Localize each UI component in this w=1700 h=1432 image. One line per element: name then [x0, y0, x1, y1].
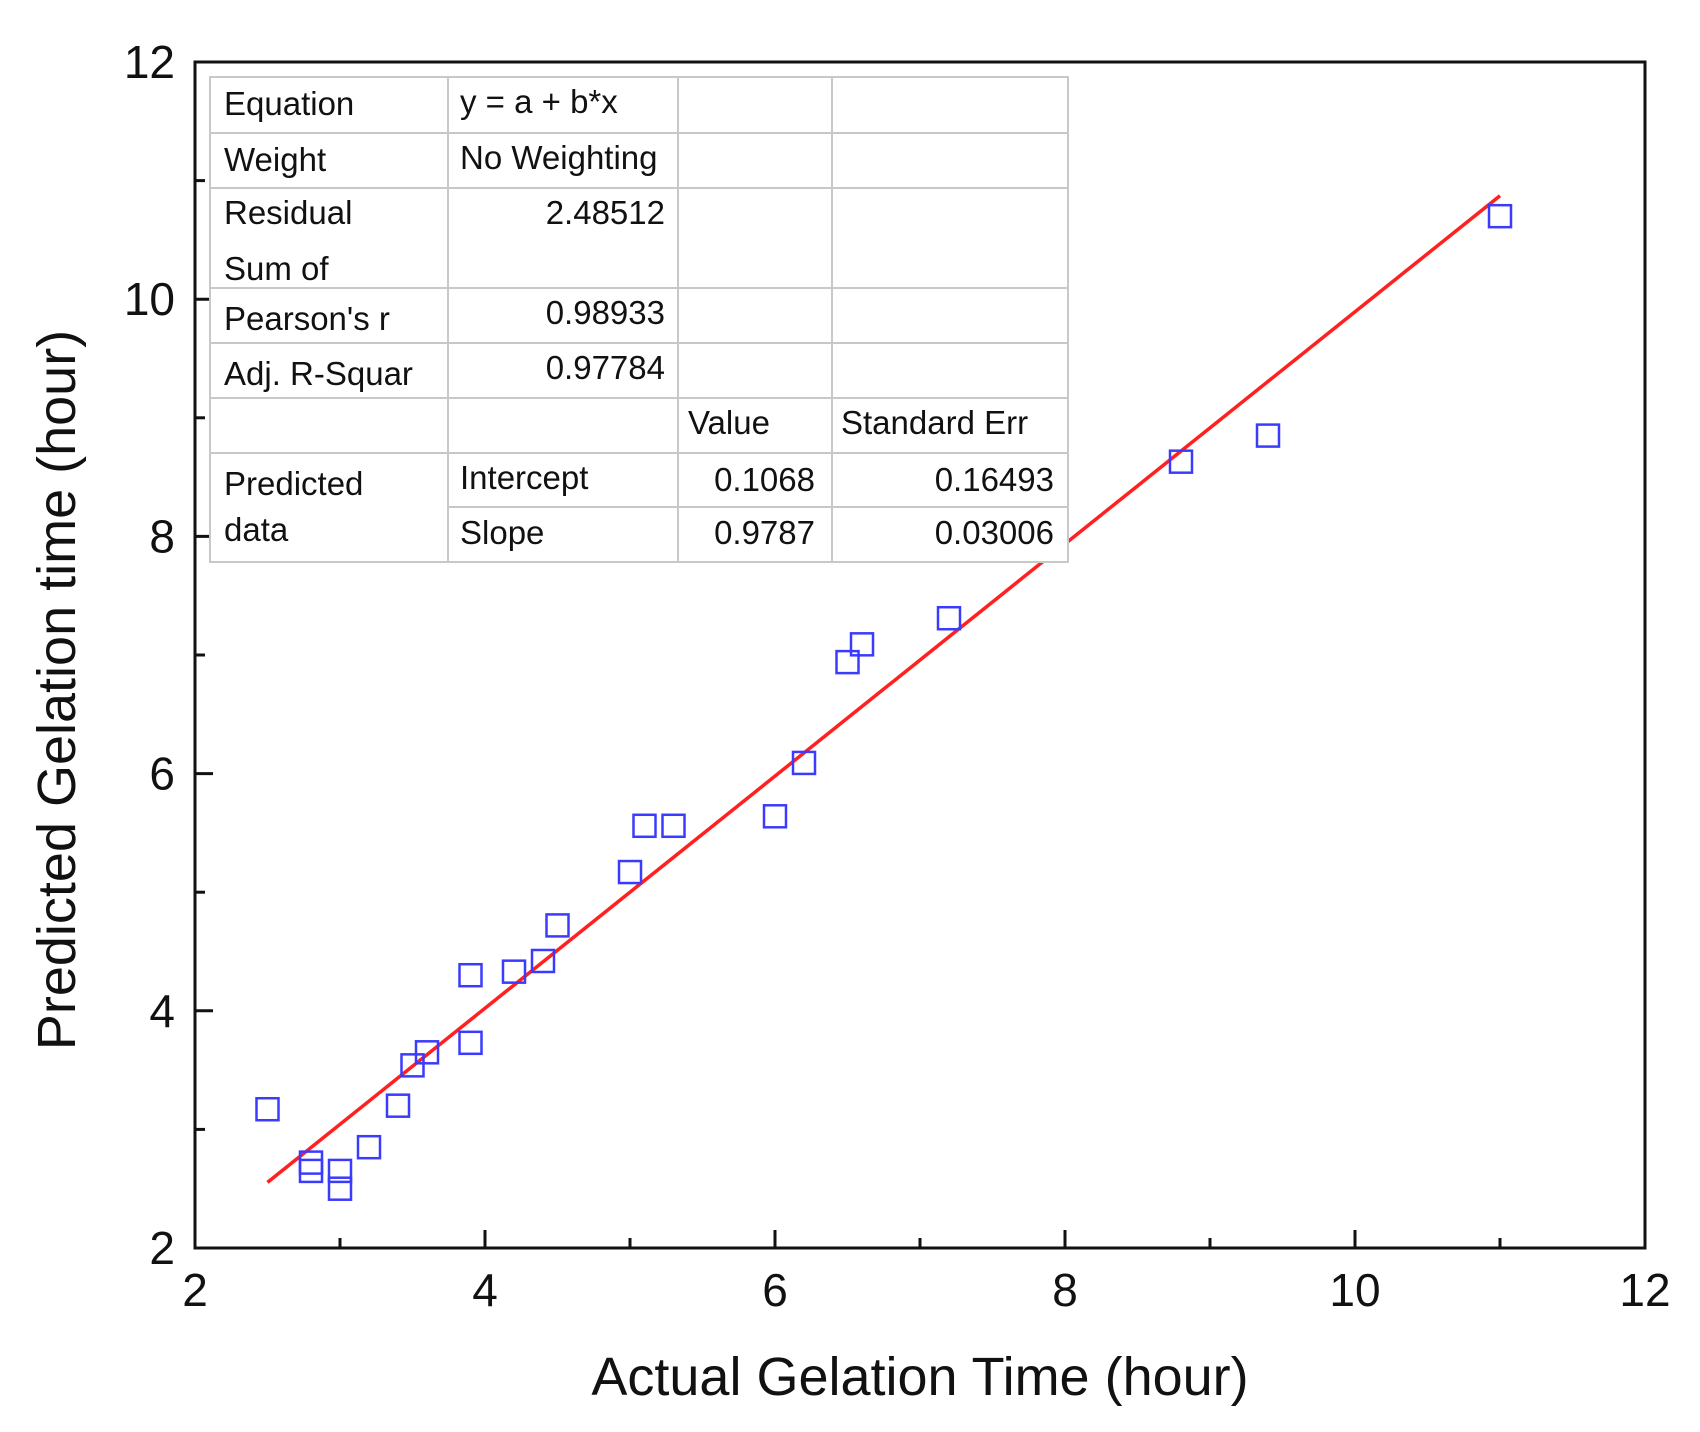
- x-tick-label: 6: [762, 1264, 788, 1316]
- data-point: [661, 813, 686, 839]
- table-cell-text: Predicted: [224, 465, 363, 502]
- table-cell-text: Intercept: [460, 459, 588, 496]
- data-point: [255, 1096, 280, 1122]
- table-background: [209, 76, 1069, 563]
- table-cell-text: 0.03006: [935, 514, 1054, 551]
- data-points: [255, 203, 1513, 1201]
- data-point: [327, 1176, 353, 1201]
- x-tick-label: 4: [472, 1264, 498, 1316]
- data-point: [298, 1158, 324, 1184]
- table-cell-text: 0.1068: [714, 461, 815, 498]
- table-cell-text: Adj. R-Squar: [224, 355, 413, 392]
- data-point: [458, 1030, 483, 1056]
- table-cell-text: 0.9787: [714, 514, 815, 551]
- table-cell-text: y = a + b*x: [460, 83, 618, 120]
- data-point: [835, 649, 860, 675]
- y-tick-label: 12: [124, 36, 175, 88]
- table-cell-text: Value: [688, 404, 770, 441]
- x-tick-label: 12: [1619, 1264, 1670, 1316]
- y-tick-label: 8: [149, 510, 175, 562]
- x-tick-label: 2: [182, 1264, 208, 1316]
- fit-stats-table: Equation y = a + b*x Weight No Weighting Res…: [209, 76, 1069, 563]
- data-point: [327, 1158, 353, 1184]
- axis-ticks: [193, 60, 1647, 1250]
- data-point: [545, 913, 570, 938]
- y-tick-label: 2: [149, 1222, 175, 1274]
- data-point: [632, 813, 657, 839]
- table-cell-text: Pearson's r: [224, 300, 390, 337]
- x-axis-title: Actual Gelation Time (hour): [591, 1347, 1248, 1407]
- table-cell-text: Slope: [460, 514, 544, 551]
- table-cell-text: 2.48512: [546, 194, 665, 231]
- data-point: [762, 804, 788, 829]
- data-point: [617, 859, 643, 885]
- data-point: [356, 1134, 382, 1160]
- data-point: [849, 632, 875, 657]
- data-point: [458, 962, 483, 988]
- data-point: [1255, 423, 1281, 448]
- x-tick-label: 10: [1329, 1264, 1380, 1316]
- fit-line-group: [266, 194, 1502, 1184]
- table-cell-text: data: [224, 511, 289, 548]
- y-tick-label: 10: [124, 273, 175, 325]
- x-tick-label: 8: [1052, 1264, 1078, 1316]
- table-cell-text: Sum of: [224, 250, 329, 287]
- data-point: [1487, 203, 1513, 229]
- table-cell-text: Standard Err: [841, 404, 1028, 441]
- table-cell-text: 0.97784: [546, 349, 665, 386]
- data-point: [400, 1053, 425, 1078]
- axis-tick-labels: 2 4 6 8 10 12 2 4 6 8 10 12: [124, 36, 1671, 1316]
- table-cell-text: 0.16493: [935, 461, 1054, 498]
- table-cell-text: Residual: [224, 194, 352, 231]
- y-tick-label: 4: [149, 985, 175, 1037]
- table-cell-text: No Weighting: [460, 139, 658, 176]
- data-point: [530, 948, 556, 974]
- data-point: [501, 959, 527, 984]
- data-point: [936, 605, 962, 631]
- y-axis-title: Predicted Gelation time (hour): [27, 330, 87, 1050]
- table-cell-text: Weight: [224, 141, 326, 178]
- data-point: [791, 750, 817, 776]
- data-point: [1168, 449, 1194, 474]
- table-cell-text: 0.98933: [546, 294, 665, 331]
- table-cell-text: Equation: [224, 85, 354, 122]
- data-point: [385, 1093, 411, 1118]
- fit-line: [266, 194, 1502, 1184]
- data-point: [414, 1040, 440, 1065]
- y-tick-label: 6: [149, 748, 175, 800]
